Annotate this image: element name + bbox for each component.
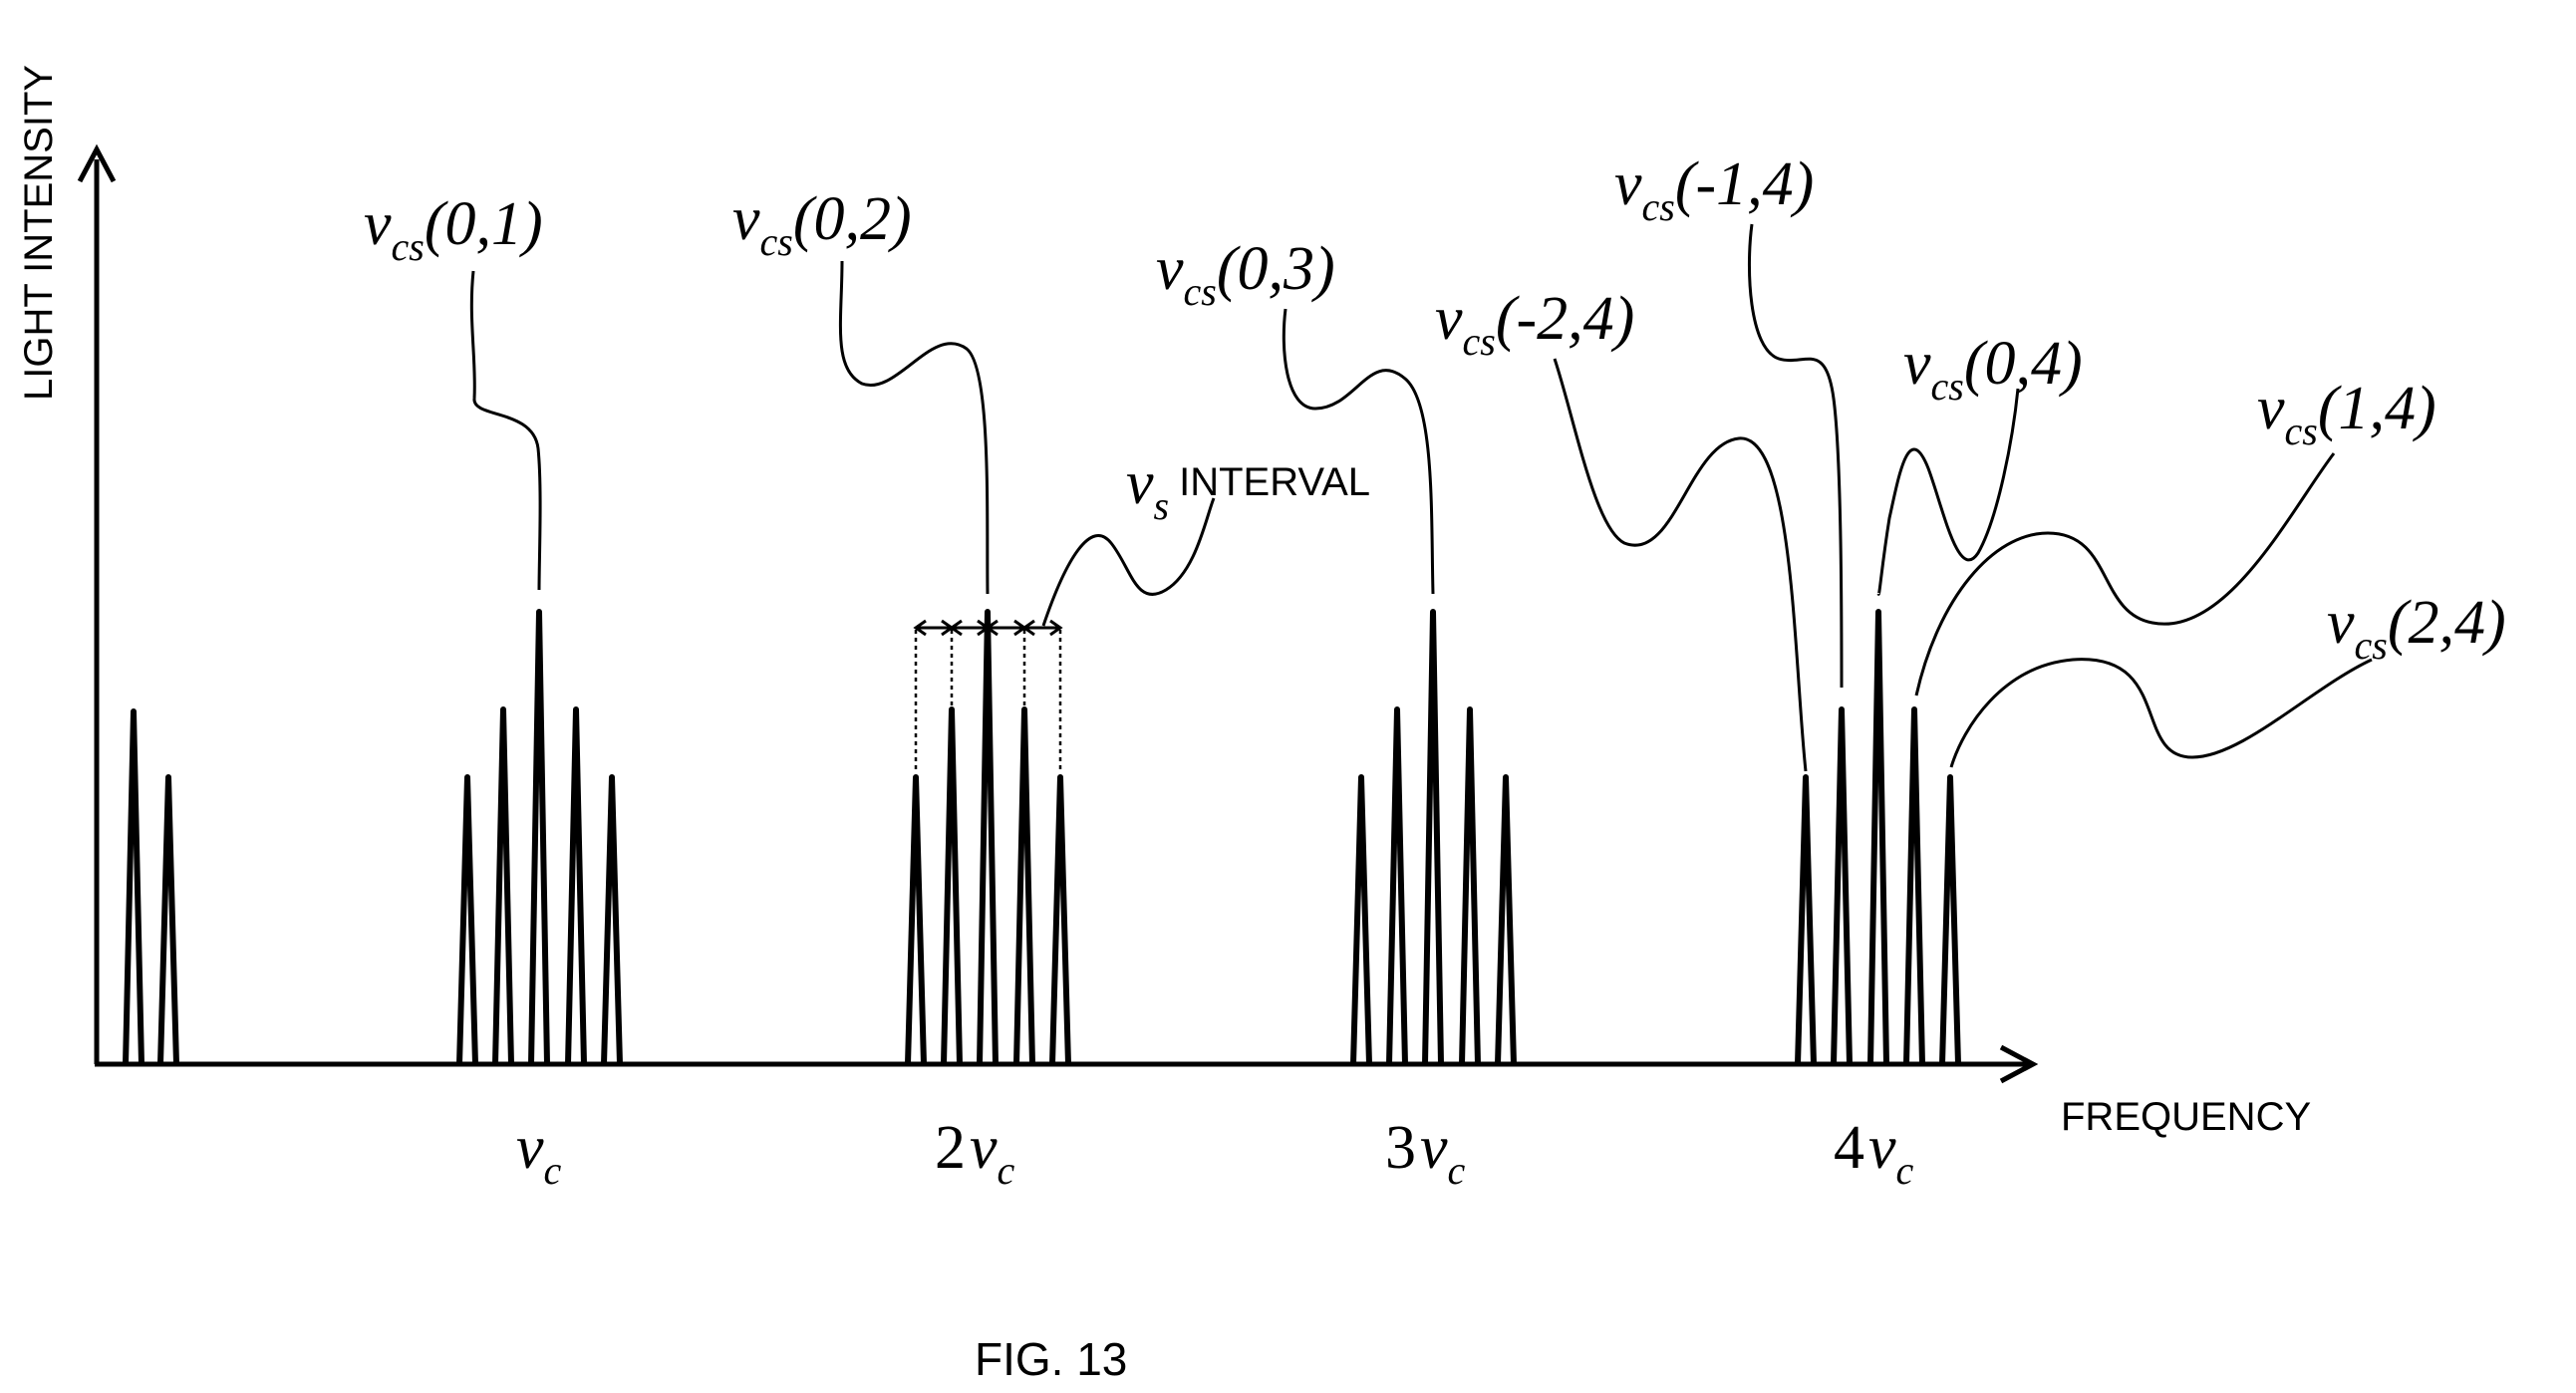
x-tick-3nu-c: 3νc (1385, 1114, 1466, 1193)
peak (492, 706, 514, 1065)
peak (123, 708, 144, 1065)
interval-markers (913, 619, 1063, 772)
peak (157, 774, 179, 1065)
peak (1386, 706, 1408, 1065)
peak (977, 609, 999, 1065)
x-axis-label: FREQUENCY (2061, 1095, 2311, 1139)
peak-label-2-4: νcs(2,4) (2327, 589, 2506, 668)
x-tick-4nu-c: 4νc (1834, 1114, 1914, 1193)
peak (528, 609, 550, 1065)
leader-line (1553, 358, 1808, 772)
leader-line (1914, 452, 2336, 696)
peak (941, 706, 963, 1065)
peak (1495, 774, 1517, 1065)
arrowhead (913, 619, 927, 637)
peak (1831, 706, 1853, 1065)
leader-line (1748, 223, 1844, 689)
arrowhead (985, 619, 999, 637)
peak (1939, 774, 1961, 1065)
leader-line (1876, 388, 2020, 596)
peak (565, 706, 587, 1065)
peak (905, 774, 927, 1065)
peak-label-m1-4: νcs(-1,4) (1614, 150, 1814, 229)
leader-line (1949, 658, 2373, 768)
peak-labels: νcs(0,1) νcs(0,2) νcs(0,3) νcs(-2,4) νcs… (364, 150, 2506, 668)
peak-label-0-3: νcs(0,3) (1156, 235, 1335, 314)
axes (77, 143, 2039, 1084)
peak-label-1-4: νcs(1,4) (2257, 375, 2436, 453)
figure-caption: FIG. 13 (975, 1333, 1127, 1385)
x-tick-labels: νc 2νc 3νc 4νc (516, 1114, 1914, 1193)
x-tick-2nu-c: 2νc (935, 1114, 1015, 1193)
peak (1422, 609, 1444, 1065)
x-tick-nu-c: νc (516, 1114, 562, 1193)
peak (1350, 774, 1372, 1065)
x-axis-arrowhead (1999, 1044, 2039, 1084)
leader-line (1282, 308, 1435, 595)
leader-line (1041, 497, 1216, 627)
arrowhead (1049, 619, 1063, 637)
y-axis-label: LIGHT INTENSITY (17, 65, 61, 401)
leader-line (838, 260, 990, 595)
peak-label-0-2: νcs(0,2) (732, 185, 912, 264)
y-axis-arrowhead (77, 143, 117, 183)
peak (456, 774, 478, 1065)
leader-line (469, 270, 542, 591)
interval-label: νsINTERVAL (1126, 449, 1370, 528)
arrowhead (1021, 619, 1035, 637)
peak-label-0-1: νcs(0,1) (364, 190, 543, 269)
spectral-peaks (123, 609, 1961, 1065)
peak (1459, 706, 1481, 1065)
peak (1903, 706, 1925, 1065)
peak-label-0-4: νcs(0,4) (1903, 330, 2083, 409)
peak (1795, 774, 1817, 1065)
peak (601, 774, 623, 1065)
leader-lines (469, 223, 2373, 772)
peak-label-m2-4: νcs(-2,4) (1435, 285, 1634, 364)
peak (1049, 774, 1071, 1065)
peak (1867, 609, 1889, 1065)
peak (1013, 706, 1035, 1065)
arrowhead (949, 619, 963, 637)
